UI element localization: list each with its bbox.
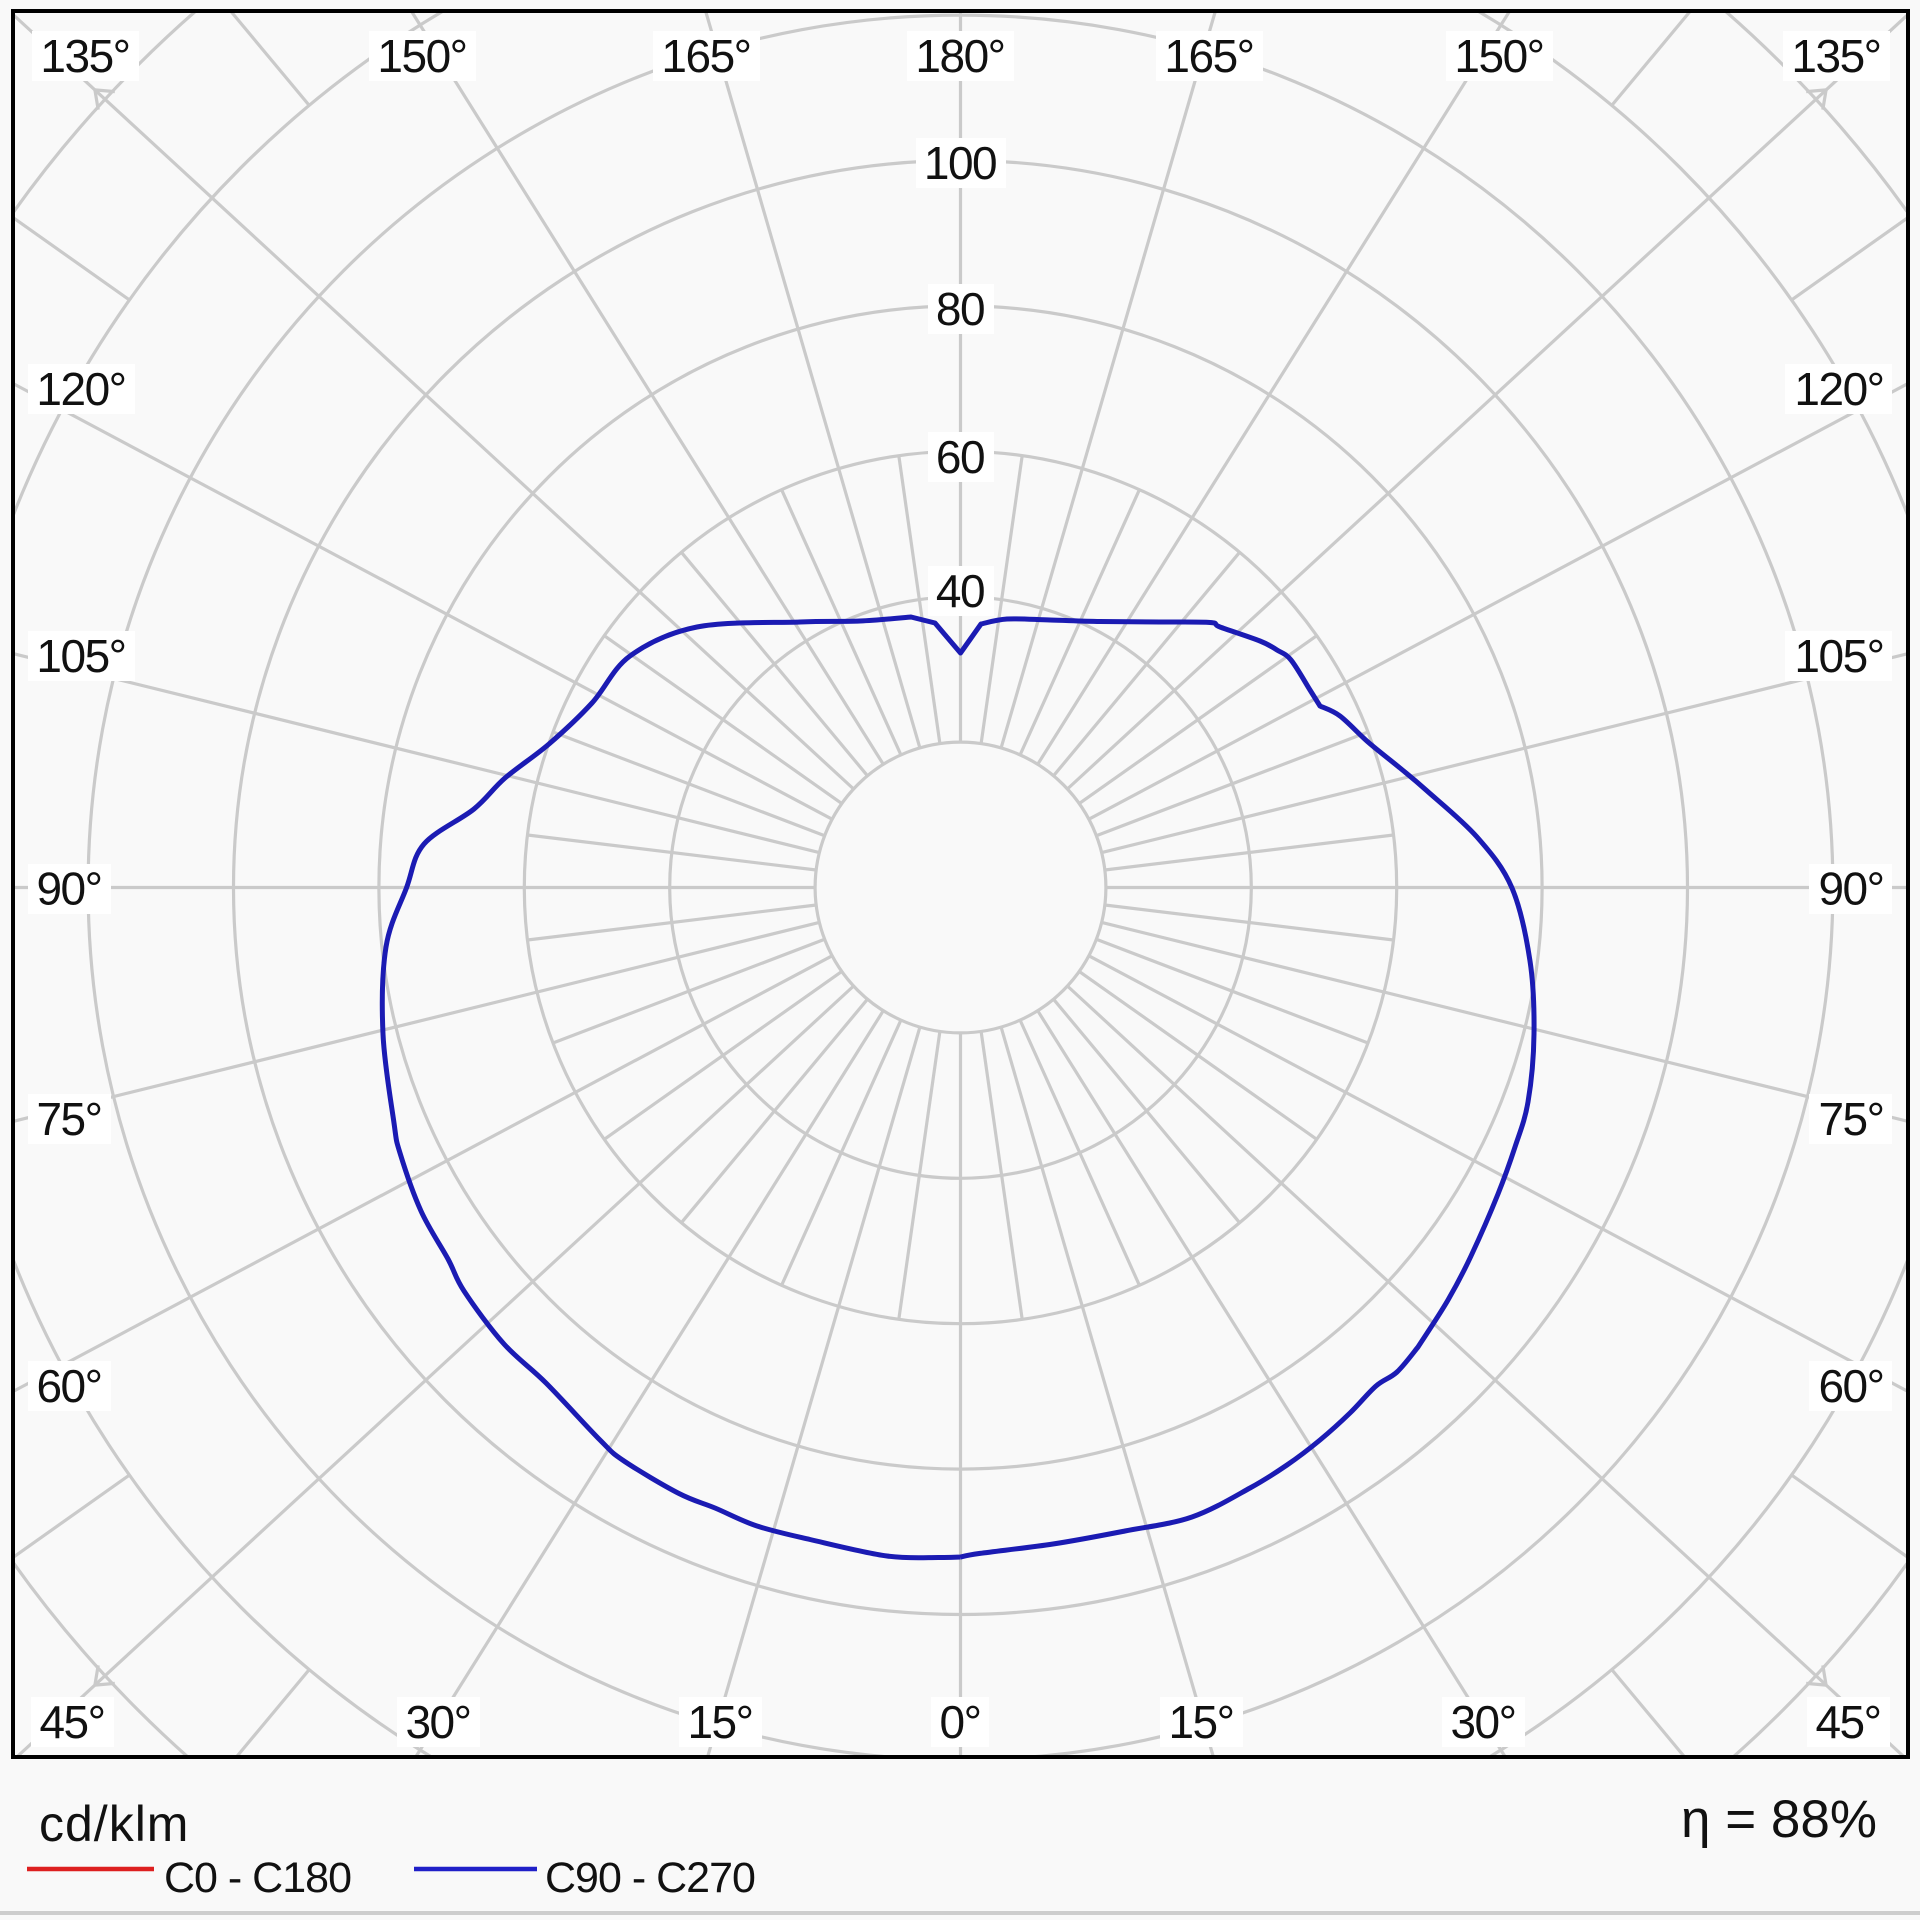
svg-text:120°: 120° — [1794, 363, 1883, 415]
svg-text:40: 40 — [936, 565, 984, 617]
svg-text:15°: 15° — [1168, 1696, 1233, 1748]
svg-text:45°: 45° — [39, 1696, 104, 1748]
svg-text:180°: 180° — [915, 30, 1004, 82]
svg-text:75°: 75° — [1818, 1093, 1883, 1145]
svg-text:80: 80 — [936, 283, 984, 335]
svg-text:45°: 45° — [1815, 1696, 1880, 1748]
svg-text:cd/klm: cd/klm — [39, 1796, 189, 1852]
svg-text:150°: 150° — [1454, 30, 1543, 82]
svg-text:105°: 105° — [36, 630, 125, 682]
svg-text:105°: 105° — [1794, 630, 1883, 682]
svg-text:60: 60 — [936, 431, 984, 483]
svg-text:150°: 150° — [377, 30, 466, 82]
svg-text:75°: 75° — [36, 1093, 101, 1145]
svg-text:165°: 165° — [1164, 30, 1253, 82]
svg-text:135°: 135° — [1791, 30, 1880, 82]
svg-text:0°: 0° — [940, 1696, 981, 1748]
svg-text:60°: 60° — [1818, 1360, 1883, 1412]
svg-text:165°: 165° — [661, 30, 750, 82]
svg-text:120°: 120° — [36, 363, 125, 415]
svg-text:90°: 90° — [36, 862, 101, 914]
svg-text:135°: 135° — [40, 30, 129, 82]
svg-text:15°: 15° — [687, 1696, 752, 1748]
svg-text:30°: 30° — [405, 1696, 470, 1748]
svg-text:η = 88%: η = 88% — [1681, 1790, 1877, 1849]
svg-text:60°: 60° — [36, 1360, 101, 1412]
svg-text:C90 - C270: C90 - C270 — [545, 1854, 755, 1902]
svg-text:C0 - C180: C0 - C180 — [164, 1854, 351, 1902]
svg-text:90°: 90° — [1818, 862, 1883, 914]
svg-text:30°: 30° — [1450, 1696, 1515, 1748]
svg-text:100: 100 — [924, 137, 996, 189]
